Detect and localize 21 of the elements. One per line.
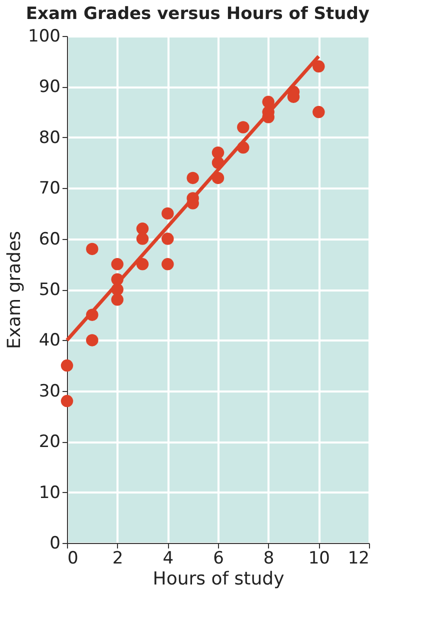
y-tick-label: 90: [38, 77, 60, 98]
x-tick-label: 6: [213, 548, 224, 568]
y-tick-label: 50: [38, 280, 60, 300]
x-axis-title: Hours of study: [152, 568, 285, 590]
y-tick-label: 60: [38, 229, 60, 250]
x-tick-label: 2: [112, 548, 124, 568]
y-tick-label: 100: [28, 26, 60, 46]
y-tick-label: 20: [38, 432, 60, 452]
y-axis-title: Exam grades: [4, 230, 26, 350]
x-tick-label: 10: [308, 548, 330, 568]
y-tick-label: 40: [38, 330, 60, 351]
x-tick-label: 4: [162, 548, 174, 568]
x-tick-label: 0: [68, 548, 78, 568]
y-tick-label: 30: [38, 381, 60, 402]
y-tick-label: 10: [38, 482, 60, 503]
y-tick-label: 0: [50, 534, 60, 554]
chart-title: Exam Grades versus Hours of Study: [26, 4, 370, 24]
x-tick-label: 8: [263, 548, 274, 568]
x-tick-label: 12: [348, 548, 370, 568]
y-tick-label: 80: [38, 128, 60, 148]
y-tick-label: 70: [38, 178, 60, 199]
